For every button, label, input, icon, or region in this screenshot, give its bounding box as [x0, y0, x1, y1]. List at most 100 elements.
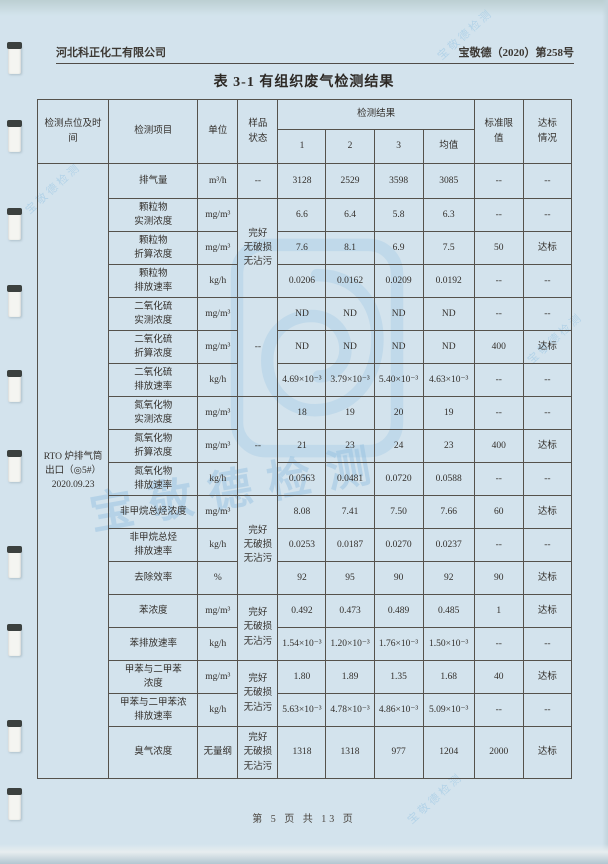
cell-v: 92 [277, 561, 327, 595]
cell-lim: 60 [473, 495, 524, 529]
table-row: 苯排放速率 kg/h 1.54×10⁻³ 1.20×10⁻³ 1.76×10⁻³ 1.50… [38, 627, 573, 661]
header-result-1: 1 [277, 129, 327, 164]
cell-item: 排气量 [108, 163, 199, 199]
cell-st: 达标 [522, 495, 573, 529]
page-number: 第 5 页 共 13 页 [252, 814, 356, 825]
table-row: 臭气浓度 无量纲 完好 无破损 无沾污 1318 1318 977 1204 2000 达标 [38, 726, 573, 779]
cell-unit: kg/h [197, 528, 239, 562]
header-result-avg: 均值 [422, 129, 475, 164]
table-row: 二氧化硫 折算浓度 mg/m³ ND ND ND ND 400 达标 [38, 330, 573, 364]
cell-unit: kg/h [197, 693, 239, 727]
cell-lim: -- [473, 297, 524, 331]
cell-v: 18 [277, 396, 327, 430]
binding-hole [7, 546, 22, 578]
header-sample-state: 样品 状态 [237, 99, 279, 164]
cell-v: 0.0588 [422, 462, 475, 496]
cell-v: 0.489 [373, 594, 424, 628]
cell-unit: mg/m³ [197, 594, 239, 628]
cell-lim: -- [473, 363, 524, 397]
cell-v: 8.08 [277, 495, 327, 529]
cell-v: 3.79×10⁻³ [325, 363, 375, 397]
cell-item: 苯排放速率 [108, 627, 199, 661]
cell-v: 6.9 [373, 231, 424, 265]
cell-unit: mg/m³ [197, 330, 239, 364]
cell-item: 颗粒物 折算浓度 [108, 231, 199, 265]
cell-v: 0.0720 [373, 462, 424, 496]
cell-v: 7.5 [422, 231, 475, 265]
cell-sample: 完好 无破损 无沾污 [237, 594, 279, 661]
header-limit: 标准限 值 [473, 99, 524, 164]
cell-item: 氮氧化物 排放速率 [108, 462, 199, 496]
cell-v: 0.492 [277, 594, 327, 628]
cell-v: 1.80 [277, 660, 327, 694]
table-row: 甲苯与二甲苯 浓度 mg/m³ 完好 无破损 无沾污 1.80 1.89 1.35 1.68… [38, 660, 573, 727]
page-bottom-edge [0, 844, 608, 864]
cell-st: 达标 [522, 330, 573, 364]
cell-v: ND [277, 297, 327, 331]
report-number: 宝敬德（2020）第258号 [458, 47, 575, 59]
cell-sample: 完好 无破损 无沾污 [237, 660, 279, 727]
document-header: 河北科正化工有限公司 宝敬德（2020）第258号 [56, 44, 574, 64]
binding-hole [7, 370, 22, 402]
cell-st: -- [522, 198, 573, 232]
cell-st: 达标 [522, 660, 573, 694]
cell-v: 7.41 [325, 495, 375, 529]
cell-v: 7.50 [373, 495, 424, 529]
cell-v: 1204 [422, 726, 475, 779]
cell-v: 4.86×10⁻³ [373, 693, 424, 727]
header-row-2: 1 2 3 均值 [38, 129, 572, 164]
table-row: 去除效率% 92 95 90 92 90 达标 [38, 561, 573, 595]
cell-item: 二氧化硫 排放速率 [108, 363, 199, 397]
binding-hole [7, 208, 22, 240]
cell-item: 氮氧化物 实测浓度 [108, 396, 199, 430]
cell-v: 1.35 [373, 660, 424, 694]
cell-v: 7.66 [422, 495, 475, 529]
cell-unit: mg/m³ [197, 495, 239, 529]
header-compliance: 达标 情况 [522, 99, 573, 164]
cell-v: 1.68 [422, 660, 475, 694]
cell-st: -- [522, 163, 573, 199]
cell-item: 二氧化硫 折算浓度 [108, 330, 199, 364]
cell-v: 3598 [373, 163, 424, 199]
header-unit: 单位 [197, 99, 239, 164]
cell-item: 二氧化硫 实测浓度 [108, 297, 199, 331]
page-right-edge [602, 0, 608, 864]
cell-st: -- [522, 396, 573, 430]
cell-v: 0.0209 [373, 264, 424, 298]
cell-v: 4.78×10⁻³ [325, 693, 375, 727]
cell-lim: -- [473, 627, 524, 661]
cell-v: 21 [277, 429, 327, 463]
cell-v: 1.89 [325, 660, 375, 694]
cell-st: -- [522, 264, 573, 298]
table-row: 甲苯与二甲苯浓 排放速率 kg/h 5.63×10⁻³ 4.78×10⁻³ 4.86×1… [38, 693, 573, 727]
cell-item: 苯浓度 [108, 594, 199, 628]
cell-v: 5.63×10⁻³ [277, 693, 327, 727]
table-row: 非甲烷总烃 排放速率 kg/h 0.0253 0.0187 0.0270 0.0237 --… [38, 528, 573, 562]
cell-lim: 400 [473, 330, 524, 364]
cell-v: ND [422, 297, 475, 331]
cell-v: 977 [373, 726, 424, 779]
cell-v: ND [277, 330, 327, 364]
cell-item: 去除效率 [108, 561, 199, 595]
company-name: 河北科正化工有限公司 [56, 47, 166, 59]
cell-item: 颗粒物 排放速率 [108, 264, 199, 298]
cell-unit: mg/m³ [197, 297, 239, 331]
cell-item: 氮氧化物 折算浓度 [108, 429, 199, 463]
cell-v: ND [373, 297, 424, 331]
cell-v: ND [325, 297, 375, 331]
cell-st: 达标 [522, 231, 573, 265]
cell-st: -- [522, 693, 573, 727]
cell-lim: -- [473, 396, 524, 430]
cell-st: 达标 [522, 561, 573, 595]
cell-v: 1.20×10⁻³ [325, 627, 375, 661]
table-row: 氮氧化物 排放速率 kg/h 0.0563 0.0481 0.0720 0.0588 -- -… [38, 462, 573, 496]
cell-st: -- [522, 363, 573, 397]
cell-unit: kg/h [197, 363, 239, 397]
cell-v: 90 [373, 561, 424, 595]
cell-v: 23 [325, 429, 375, 463]
cell-v: 5.40×10⁻³ [373, 363, 424, 397]
table-row: 二氧化硫 排放速率 kg/h 4.69×10⁻³ 3.79×10⁻³ 5.40×10⁻³… [38, 363, 573, 397]
cell-v: 0.485 [422, 594, 475, 628]
cell-lim: 1 [473, 594, 524, 628]
binding-hole [7, 120, 22, 152]
